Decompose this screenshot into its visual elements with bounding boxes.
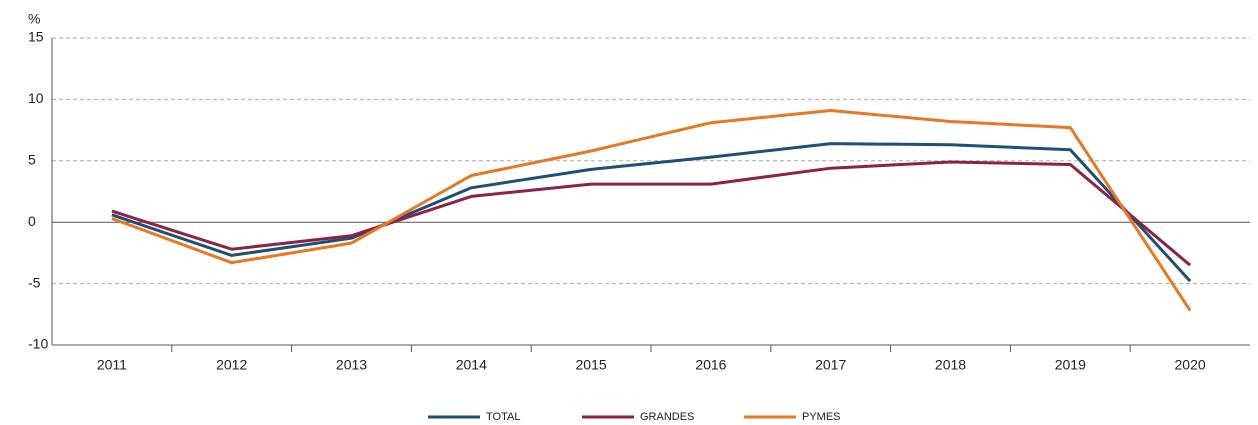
legend-label: PYMES [802,411,841,423]
x-tick-label: 2020 [1175,357,1206,373]
x-tick-label: 2011 [97,357,127,373]
x-tick-label: 2018 [935,357,966,373]
series-line [111,142,1192,283]
y-tick-label: -10 [28,336,48,352]
y-tick-label: -5 [28,274,41,290]
y-tick-label: 15 [28,29,44,45]
x-tick-label: 2015 [576,357,607,373]
legend-label: TOTAL [486,411,520,423]
y-tick-label: 5 [28,152,36,168]
series-line [111,109,1192,312]
series-line [111,160,1192,267]
y-tick-label: 0 [28,213,36,229]
x-tick-label: 2012 [216,357,247,373]
x-tick-label: 2019 [1055,357,1086,373]
y-tick-label: 10 [28,90,44,106]
y-axis-label: % [28,11,40,27]
x-tick-label: 2017 [815,357,846,373]
x-tick-label: 2013 [336,357,367,373]
legend-label: GRANDES [640,411,694,423]
x-tick-label: 2016 [695,357,726,373]
legend: TOTAL GRANDES PYMES [428,411,841,423]
x-tick-label: 2014 [456,357,487,373]
